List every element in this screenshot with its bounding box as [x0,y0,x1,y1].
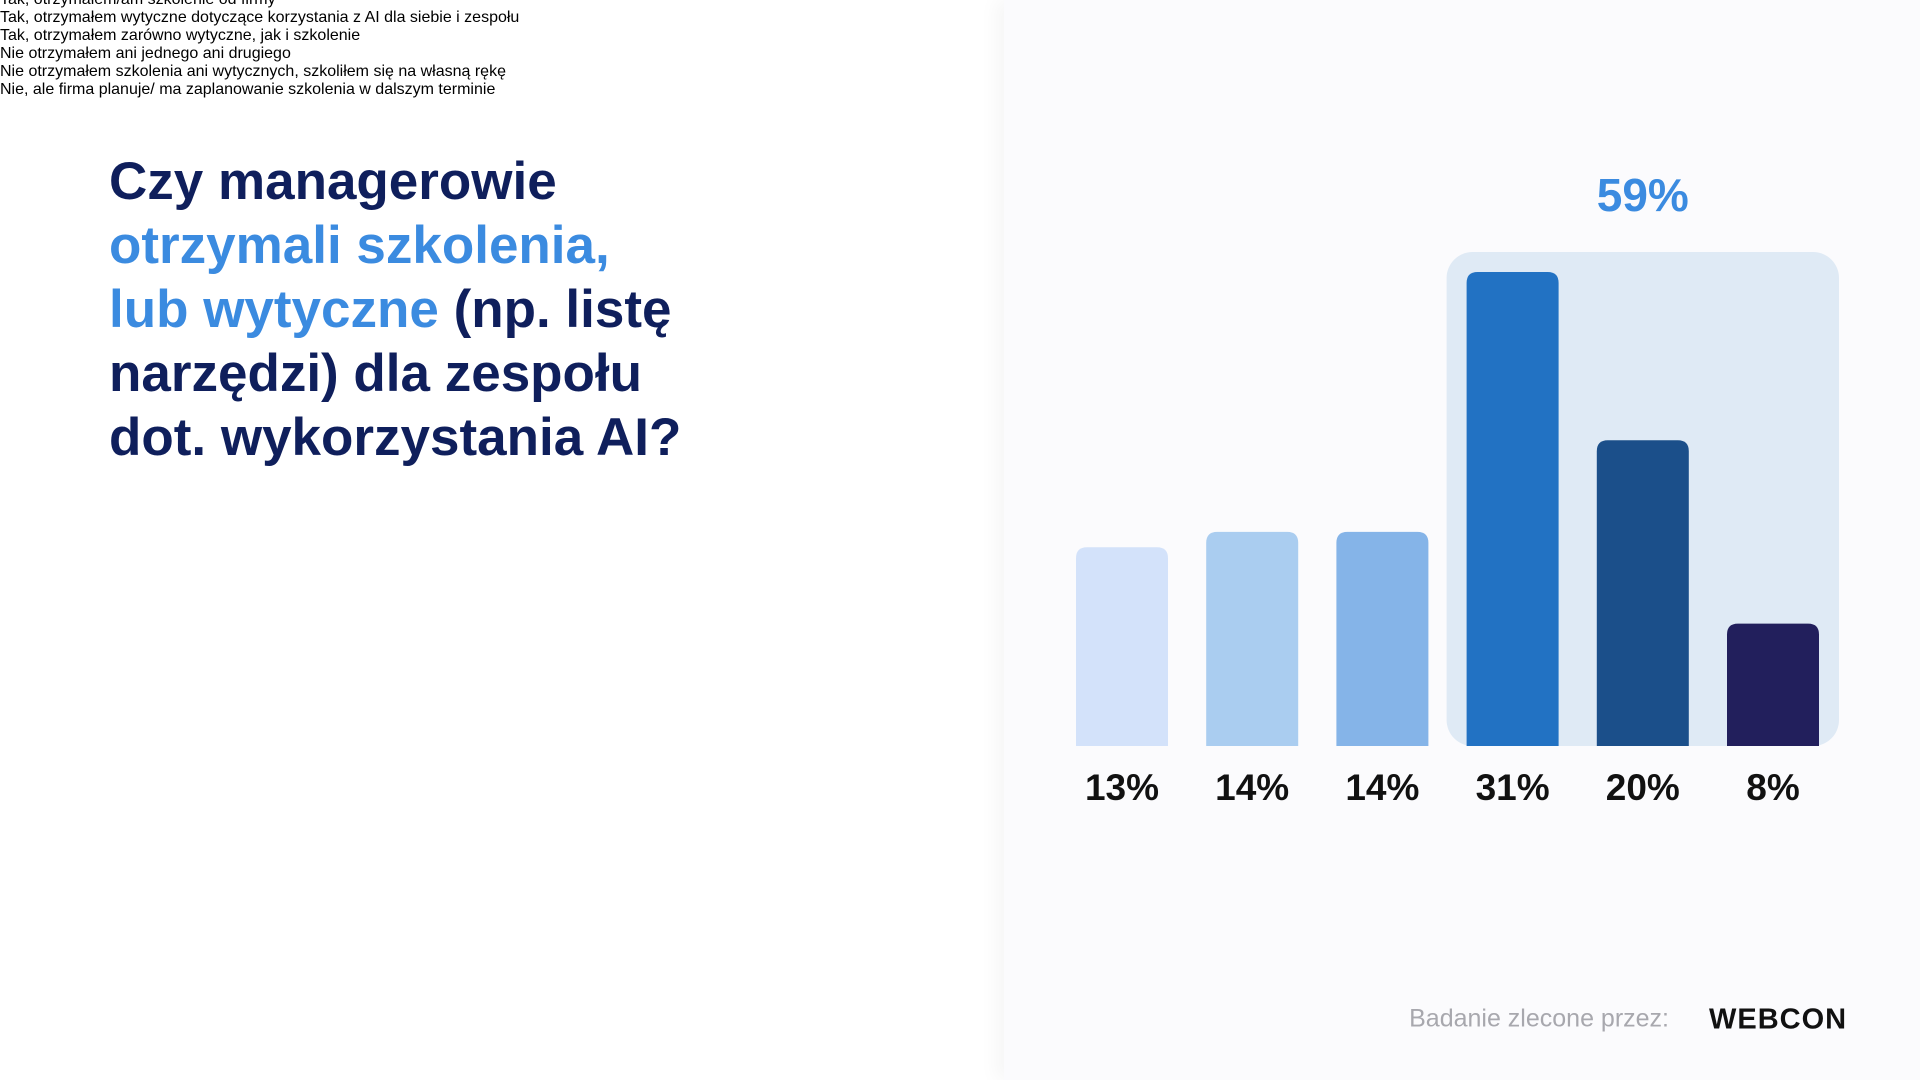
bar [1076,547,1168,746]
value-label: 13% [1085,767,1159,808]
title-segment: dot. wykorzystania AI? [109,408,682,467]
value-label: 14% [1345,767,1419,808]
legend-item: Nie otrzymałem szkolenia ani wytycznych,… [0,63,1920,90]
title: Czy managerowie otrzymali szkolenia, lub w… [109,150,681,470]
legend-text: Tak, otrzymałem zarówno wytyczne, jak i … [0,27,361,44]
legend-text: Tak, otrzymałem wytyczne dotyczące korzy… [0,9,520,26]
legend-item: Tak, otrzymałem wytyczne dotyczące korzy… [0,9,1920,36]
legend-text: Nie otrzymałem ani jednego ani drugiego [0,45,291,62]
legend-item: Nie otrzymałem ani jednego ani drugiego [0,45,1920,72]
title-line: narzędzi) dla zespołu [109,342,681,406]
legend-text: Nie otrzymałem szkolenia ani wytycznych,… [0,63,506,80]
legend-item: Tak, otrzymałem zarówno wytyczne, jak i … [0,27,1920,54]
title-line: otrzymali szkolenia, [109,214,681,278]
legend-text: Tak, otrzymałem/am szkolenie od firmy [0,0,1920,9]
bar [1596,440,1689,746]
value-label: 31% [1476,767,1550,808]
legend-item: Nie, ale firma planuje/ ma zaplanowanie … [0,81,1920,108]
legend-text: Nie, ale firma planuje/ ma zaplanowanie … [0,81,496,98]
title-segment: Czy managerowie [109,152,557,211]
value-label: 20% [1606,767,1680,808]
bar [1727,623,1819,746]
title-line: lub wytyczne (np. listę [109,278,681,342]
bar [1206,531,1299,746]
annotation-label: 59% [1597,169,1689,221]
title-segment: (np. listę [438,280,672,339]
bar [1336,531,1429,746]
value-label: 14% [1215,767,1289,808]
legend-item: Tak, otrzymałem/am szkolenie od firmy [0,0,1920,18]
bar [1466,272,1559,746]
title-segment: narzędzi) dla zespołu [109,344,643,403]
legend: Tak, otrzymałem/am szkolenie od firmyTak… [0,0,1920,108]
title-segment: lub wytyczne [109,280,439,339]
title-line: Czy managerowie [109,150,681,214]
value-label: 8% [1746,767,1799,808]
source-label: Badanie zlecone przez: [1409,1005,1669,1033]
title-line: dot. wykorzystania AI? [109,406,681,470]
title-segment: otrzymali szkolenia, [109,216,610,275]
logo: WEBCON [1709,1004,1847,1036]
